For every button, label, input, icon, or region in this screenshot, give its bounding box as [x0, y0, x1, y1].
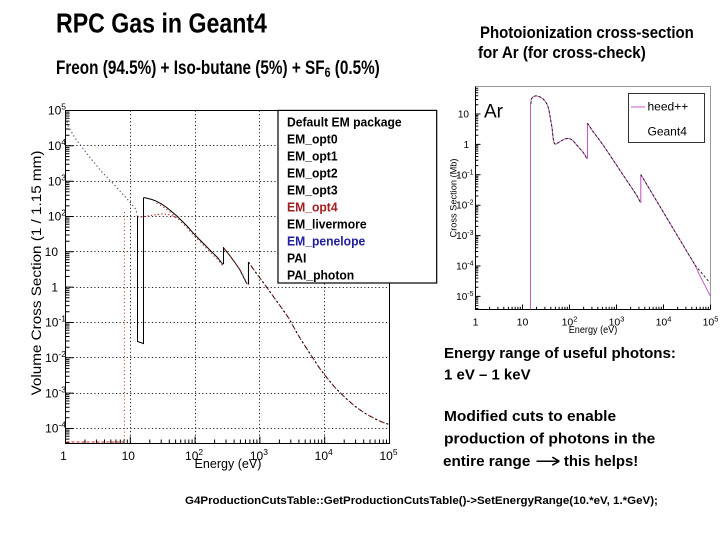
svg-text:EM_opt3: EM_opt3: [287, 184, 338, 198]
svg-text:PAI_photon: PAI_photon: [287, 269, 354, 283]
svg-text:Photoionization cross-section: Photoionization cross-section: [480, 24, 694, 42]
svg-text:1: 1: [51, 280, 58, 294]
svg-text:Cross Section (Mb): Cross Section (Mb): [448, 159, 458, 238]
svg-text:EM_opt1: EM_opt1: [287, 150, 338, 164]
svg-text:Default EM package: Default EM package: [287, 116, 402, 130]
svg-text:1: 1: [60, 449, 67, 463]
svg-text:10: 10: [45, 245, 59, 259]
svg-text:Freon (94.5%) + Iso-butane (5%: Freon (94.5%) + Iso-butane (5%) + SF6 (0…: [56, 56, 380, 80]
svg-text:EM_penelope: EM_penelope: [287, 235, 365, 249]
svg-text:Modified cuts to enable: Modified cuts to enable: [444, 408, 616, 424]
svg-text:PAI: PAI: [287, 252, 306, 266]
svg-text:10: 10: [458, 110, 470, 121]
svg-text:Energy range of useful photons: Energy range of useful photons:: [444, 346, 676, 362]
svg-text:production of photons in the: production of photons in the: [444, 431, 655, 447]
svg-text:1: 1: [463, 140, 469, 151]
svg-text:EM_livermore: EM_livermore: [287, 218, 367, 232]
svg-text:Volume Cross Section (1 / 1.15: Volume Cross Section (1 / 1.15 mm): [30, 151, 45, 396]
svg-text:Energy (eV): Energy (eV): [569, 325, 618, 336]
svg-text:1: 1: [473, 317, 479, 329]
svg-text:for Ar (for cross-check): for Ar (for cross-check): [478, 45, 646, 63]
svg-text:EM_opt4: EM_opt4: [287, 201, 338, 215]
svg-text:1 eV – 1 keV: 1 eV – 1 keV: [444, 368, 531, 384]
svg-text:Ar: Ar: [484, 102, 504, 123]
svg-text:entire range: entire range: [443, 454, 530, 470]
svg-text:EM_opt2: EM_opt2: [287, 167, 338, 181]
svg-text:RPC Gas in Geant4: RPC Gas in Geant4: [56, 9, 267, 39]
svg-text:10: 10: [122, 449, 136, 463]
svg-text:this helps!: this helps!: [564, 454, 638, 470]
svg-text:Geant4: Geant4: [648, 125, 688, 139]
svg-text:heed++: heed++: [648, 100, 689, 114]
svg-text:Energy (eV): Energy (eV): [195, 456, 262, 471]
svg-text:EM_opt0: EM_opt0: [287, 133, 338, 147]
svg-text:G4ProductionCutsTable::GetProd: G4ProductionCutsTable::GetProductionCuts…: [185, 495, 658, 507]
svg-text:10: 10: [517, 317, 529, 329]
